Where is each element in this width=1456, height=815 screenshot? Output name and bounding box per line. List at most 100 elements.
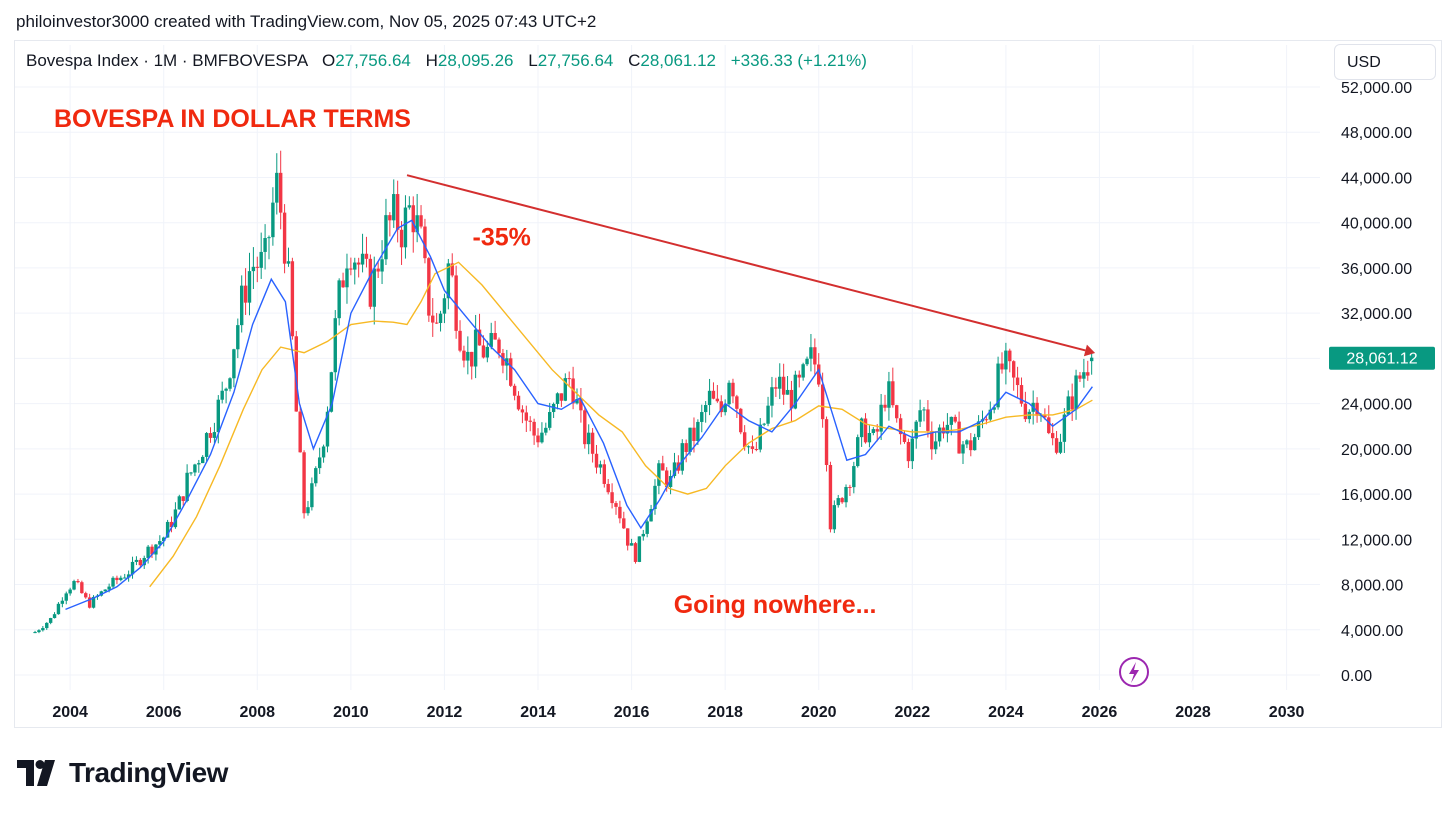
candle-body (739, 408, 743, 433)
candle-body (949, 416, 953, 425)
x-tick-label: 2022 (895, 704, 931, 721)
candle-body (587, 432, 591, 445)
candle-body (263, 238, 267, 252)
candle-body (150, 546, 154, 555)
candle-body (247, 271, 252, 303)
x-tick-label: 2008 (239, 704, 275, 721)
candle-body (817, 364, 821, 385)
symbol-legend[interactable]: Bovespa Index · 1M · BMFBOVESPA O27,756.… (26, 51, 867, 71)
symbol-name[interactable]: Bovespa Index · 1M · BMFBOVESPA (26, 51, 308, 70)
candle-body (1058, 441, 1063, 453)
candle-body (239, 285, 244, 326)
candle-body (657, 463, 661, 486)
currency-button[interactable]: USD (1334, 44, 1436, 80)
candle-body (275, 172, 279, 203)
y-tick-label: 36,000.00 (1341, 261, 1412, 278)
candle-body (703, 405, 708, 413)
candle-body (516, 395, 521, 410)
candle-body (649, 509, 653, 522)
candle-body (930, 430, 934, 450)
candle-body (1070, 396, 1074, 410)
candle-body (1047, 417, 1051, 434)
chart-overlays: BOVESPA IN DOLLAR TERMS -35% Going nowhere… (54, 105, 1435, 687)
candle-body (625, 528, 630, 546)
candle-body (473, 329, 478, 367)
candle-body (879, 404, 883, 432)
candle-body (563, 378, 568, 401)
candle-body (470, 351, 474, 367)
candle-body (871, 429, 876, 434)
last-price-label: 28,061.12 (1346, 351, 1417, 368)
candle-body (540, 432, 544, 443)
candle-body (193, 464, 197, 473)
candle-body (33, 632, 37, 634)
candle-body (278, 172, 283, 213)
y-tick-label: 52,000.00 (1341, 80, 1412, 97)
candle-body (37, 630, 41, 633)
candle-body (189, 472, 193, 474)
candle-body (781, 376, 786, 395)
y-tick-label: 12,000.00 (1341, 532, 1412, 549)
candle-body (1019, 385, 1024, 404)
candle-body (1000, 363, 1004, 370)
candle-body (1015, 377, 1020, 386)
candle-body (957, 421, 961, 454)
candle-body (668, 476, 673, 487)
candle-body (56, 603, 61, 615)
candle-body (692, 427, 696, 441)
candle-body (852, 466, 856, 488)
chart-annotation: Going nowhere... (674, 591, 877, 619)
last-price-badge (1329, 346, 1435, 370)
tradingview-wordmark: TradingView (69, 757, 228, 788)
candle-body (349, 268, 353, 270)
candle-body (606, 483, 610, 493)
candle-body (1062, 414, 1067, 442)
candle-body (859, 418, 864, 438)
candle-body (840, 498, 844, 503)
candle-body (185, 472, 189, 502)
fast-moving-average-line (65, 219, 1093, 611)
candle-body (407, 205, 412, 208)
candle-body (388, 215, 392, 221)
candle-body (45, 622, 49, 629)
candle-body (863, 418, 868, 443)
candle-body (52, 614, 57, 619)
candle-body (126, 574, 131, 578)
candle-body (64, 593, 68, 601)
candle-body (926, 409, 930, 431)
candle-body (633, 543, 638, 562)
y-tick-label: 8,000.00 (1341, 578, 1403, 595)
candle-body (680, 443, 684, 471)
candle-body (212, 432, 217, 438)
candle-body (403, 207, 408, 248)
candle-body (512, 385, 517, 396)
candle-body (302, 452, 306, 514)
candle-body (286, 261, 291, 264)
candle-body (204, 433, 209, 457)
candle-body (466, 351, 470, 361)
candle-body (489, 332, 493, 347)
chart-title: BOVESPA IN DOLLAR TERMS (54, 105, 411, 133)
candle-body (992, 407, 996, 410)
candle-body (462, 350, 466, 361)
candle-body (969, 440, 973, 451)
candle-body (220, 390, 224, 400)
candle-body (622, 518, 626, 529)
candle-body (477, 329, 482, 346)
candle-body (594, 453, 599, 468)
high-value: 28,095.26 (437, 51, 514, 70)
candle-body (664, 470, 669, 487)
x-tick-label: 2014 (520, 704, 556, 721)
candle-body (532, 421, 536, 436)
candle-body (76, 581, 80, 583)
candle-body (107, 586, 111, 590)
low-value: 27,756.64 (537, 51, 614, 70)
y-tick-label: 44,000.00 (1341, 170, 1412, 187)
candle-body (641, 533, 645, 537)
open-value: 27,756.64 (335, 51, 411, 70)
candle-body (321, 446, 326, 458)
candle-body (446, 263, 451, 299)
y-tick-label: 0.00 (1341, 668, 1372, 685)
candle-body (1035, 402, 1039, 416)
